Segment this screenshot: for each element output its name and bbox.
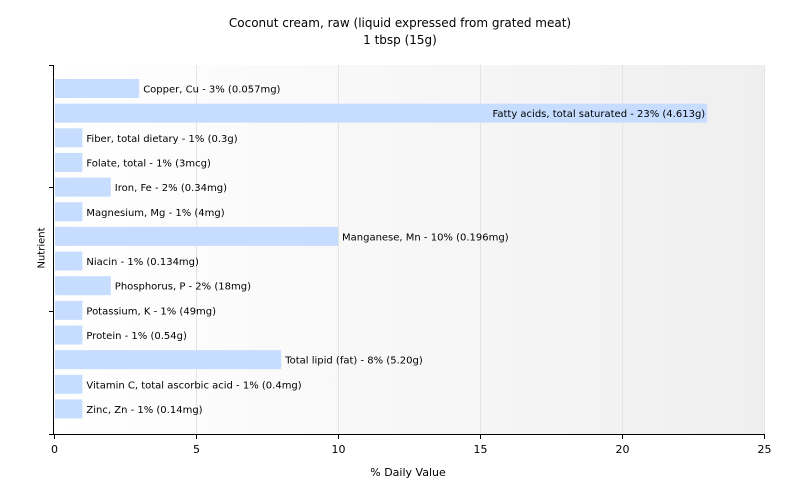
bar	[55, 226, 338, 246]
bar	[55, 152, 83, 172]
bar	[55, 399, 83, 419]
x-tick-label: 15	[474, 443, 488, 456]
bar	[55, 325, 83, 345]
bar	[55, 128, 83, 148]
bar-label: Vitamin C, total ascorbic acid - 1% (0.4…	[86, 380, 301, 391]
plot-area	[54, 65, 764, 434]
bar-label: Protein - 1% (0.54g)	[86, 331, 187, 342]
y-axis-label: Nutrient	[36, 227, 48, 269]
bar-labels: Copper, Cu - 3% (0.057mg) Fatty acids, to…	[86, 85, 705, 416]
bar	[55, 276, 111, 296]
x-axis-label: % Daily Value	[370, 466, 446, 479]
bar	[55, 202, 83, 222]
x-tick-label: 25	[758, 443, 772, 456]
bar-label: Phosphorus, P - 2% (18mg)	[115, 282, 251, 293]
chart-title: Coconut cream, raw (liquid expressed fro…	[228, 16, 572, 30]
bar-label: Potassium, K - 1% (49mg)	[86, 306, 216, 317]
x-tick-label: 0	[51, 443, 58, 456]
bar-label: Total lipid (fat) - 8% (5.20g)	[284, 356, 423, 367]
bar	[55, 177, 111, 197]
axes: 0 5 10 15 20 25	[49, 65, 772, 456]
x-tick-label: 10	[332, 443, 346, 456]
x-tick-label: 20	[616, 443, 630, 456]
bar-label: Copper, Cu - 3% (0.057mg)	[143, 85, 280, 96]
bar	[55, 350, 282, 370]
bar	[55, 300, 83, 320]
bar-label: Folate, total - 1% (3mcg)	[86, 158, 211, 169]
chart-subtitle: 1 tbsp (15g)	[363, 33, 437, 47]
bar	[55, 103, 708, 123]
bar	[55, 251, 83, 271]
x-tick-label: 5	[193, 443, 200, 456]
bar	[55, 374, 83, 394]
bar-label: Zinc, Zn - 1% (0.14mg)	[86, 405, 202, 416]
bar-label: Fiber, total dietary - 1% (0.3g)	[86, 134, 237, 145]
bar-label: Niacin - 1% (0.134mg)	[86, 257, 199, 268]
bar-label: Manganese, Mn - 10% (0.196mg)	[342, 232, 509, 243]
bar	[55, 79, 140, 98]
bar-label: Magnesium, Mg - 1% (4mg)	[86, 208, 224, 219]
gridlines	[196, 65, 765, 434]
bar-label: Fatty acids, total saturated - 23% (4.61…	[493, 109, 706, 120]
bar-label: Iron, Fe - 2% (0.34mg)	[115, 183, 227, 194]
bars	[55, 79, 708, 419]
